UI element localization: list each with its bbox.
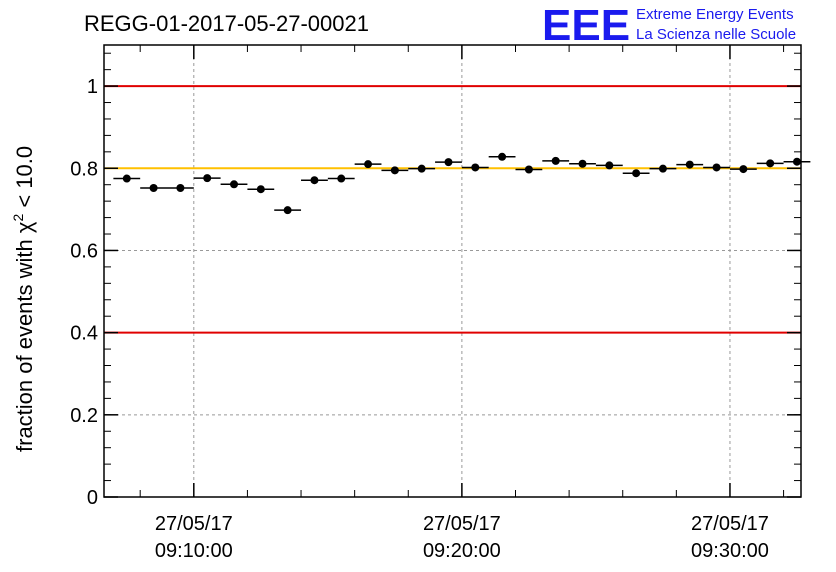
logo-line-1: Extreme Energy Events	[636, 6, 794, 23]
y-axis-label: fraction of events with χ2 < 10.0	[10, 146, 37, 452]
eee-logo: EEE Extreme Energy Events La Scienza nel…	[542, 1, 796, 50]
data-point	[444, 158, 453, 167]
logo-line-2: La Scienza nelle Scuole	[636, 26, 796, 43]
y-axis-label-suffix: < 10.0	[12, 146, 37, 214]
x-tick-label-date: 27/05/17	[423, 513, 501, 535]
data-point	[149, 183, 158, 192]
chart-title: REGG-01-2017-05-27-00021	[84, 11, 369, 36]
data-point	[310, 176, 319, 185]
data-point	[471, 163, 480, 172]
data-point	[256, 185, 265, 194]
x-tick-label-time: 09:10:00	[155, 540, 233, 562]
y-tick-label: 1	[87, 76, 98, 98]
grid	[104, 45, 801, 497]
data-point	[658, 164, 667, 173]
data-point	[578, 159, 587, 168]
y-tick-label: 0.2	[70, 405, 98, 427]
y-tick-label: 0.8	[70, 158, 98, 180]
data-point	[203, 174, 212, 183]
data-point	[230, 180, 239, 189]
data-point	[712, 163, 721, 172]
logo-letters: EEE	[542, 1, 630, 50]
y-tick-label: 0.6	[70, 240, 98, 262]
x-tick-label-date: 27/05/17	[691, 513, 769, 535]
data-point	[551, 156, 560, 165]
x-tick-label-time: 09:20:00	[423, 540, 501, 562]
data-point	[337, 174, 346, 183]
data-point	[390, 166, 399, 175]
axes: 0 0.2 0.4 0.6 0.8 1 27/05/17 09:10:00 27/05/17 09…	[70, 45, 801, 562]
data-point	[605, 161, 614, 170]
data-point	[739, 165, 748, 174]
x-tick-label-time: 09:30:00	[691, 540, 769, 562]
data-points	[113, 152, 811, 215]
data-point	[364, 160, 373, 169]
data-point	[792, 157, 801, 166]
data-point	[766, 159, 775, 168]
data-point	[498, 152, 507, 161]
x-tick-label-date: 27/05/17	[155, 513, 233, 535]
data-point	[283, 206, 292, 215]
y-axis-label-prefix: fraction of events with	[12, 233, 37, 452]
y-axis-label-superscript: 2	[10, 214, 26, 222]
data-point	[122, 174, 131, 183]
y-axis-label-symbol: χ	[12, 221, 37, 233]
reference-lines	[104, 85, 801, 334]
plot-frame	[103, 44, 802, 498]
y-tick-label: 0.4	[70, 323, 98, 345]
data-point	[524, 165, 533, 174]
data-point	[685, 160, 694, 169]
data-point	[632, 169, 641, 178]
data-point	[417, 164, 426, 173]
y-tick-label: 0	[87, 487, 98, 509]
data-point	[176, 183, 185, 192]
